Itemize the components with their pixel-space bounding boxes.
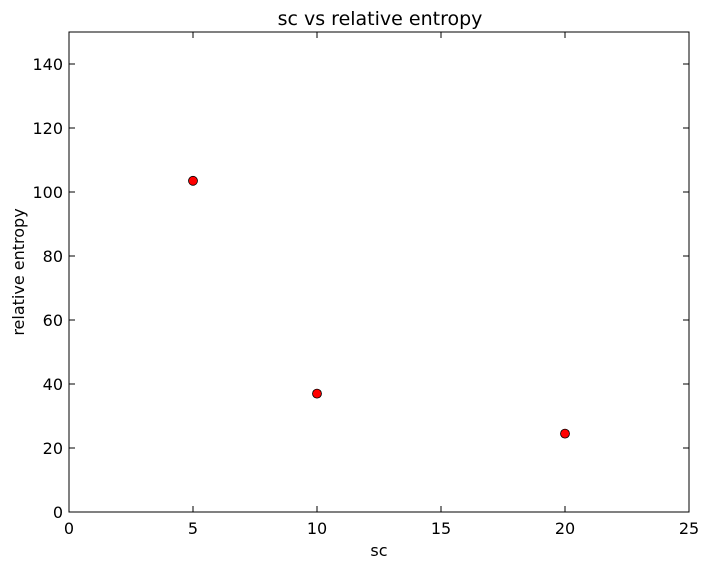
x-tick-label: 15 bbox=[431, 519, 451, 538]
data-point bbox=[188, 175, 198, 186]
x-tick-label: 10 bbox=[307, 519, 327, 538]
y-tick-label: 80 bbox=[43, 247, 63, 266]
x-tick-label: 25 bbox=[679, 519, 699, 538]
plot-frame bbox=[68, 31, 690, 513]
y-tick-label: 60 bbox=[43, 311, 63, 330]
y-tick-label: 140 bbox=[32, 55, 63, 74]
x-tick-label: 20 bbox=[555, 519, 575, 538]
y-tick-label: 20 bbox=[43, 439, 63, 458]
y-axis-label: relative entropy bbox=[9, 208, 28, 335]
x-tick-label: 5 bbox=[188, 519, 198, 538]
y-tick-label: 100 bbox=[32, 183, 63, 202]
ticks-layer: 0 5 10 15 20 25 0 20 40 60 80 100 120 140 bbox=[32, 32, 699, 538]
data-point bbox=[560, 428, 570, 439]
y-tick-label: 0 bbox=[53, 503, 63, 522]
data-point bbox=[312, 388, 322, 399]
x-axis-label: sc bbox=[370, 541, 387, 560]
y-tick-label: 120 bbox=[32, 119, 63, 138]
x-tick-label: 0 bbox=[64, 519, 74, 538]
points-layer bbox=[188, 175, 570, 439]
chart-title: sc vs relative entropy bbox=[278, 8, 483, 30]
y-tick-label: 40 bbox=[43, 375, 63, 394]
